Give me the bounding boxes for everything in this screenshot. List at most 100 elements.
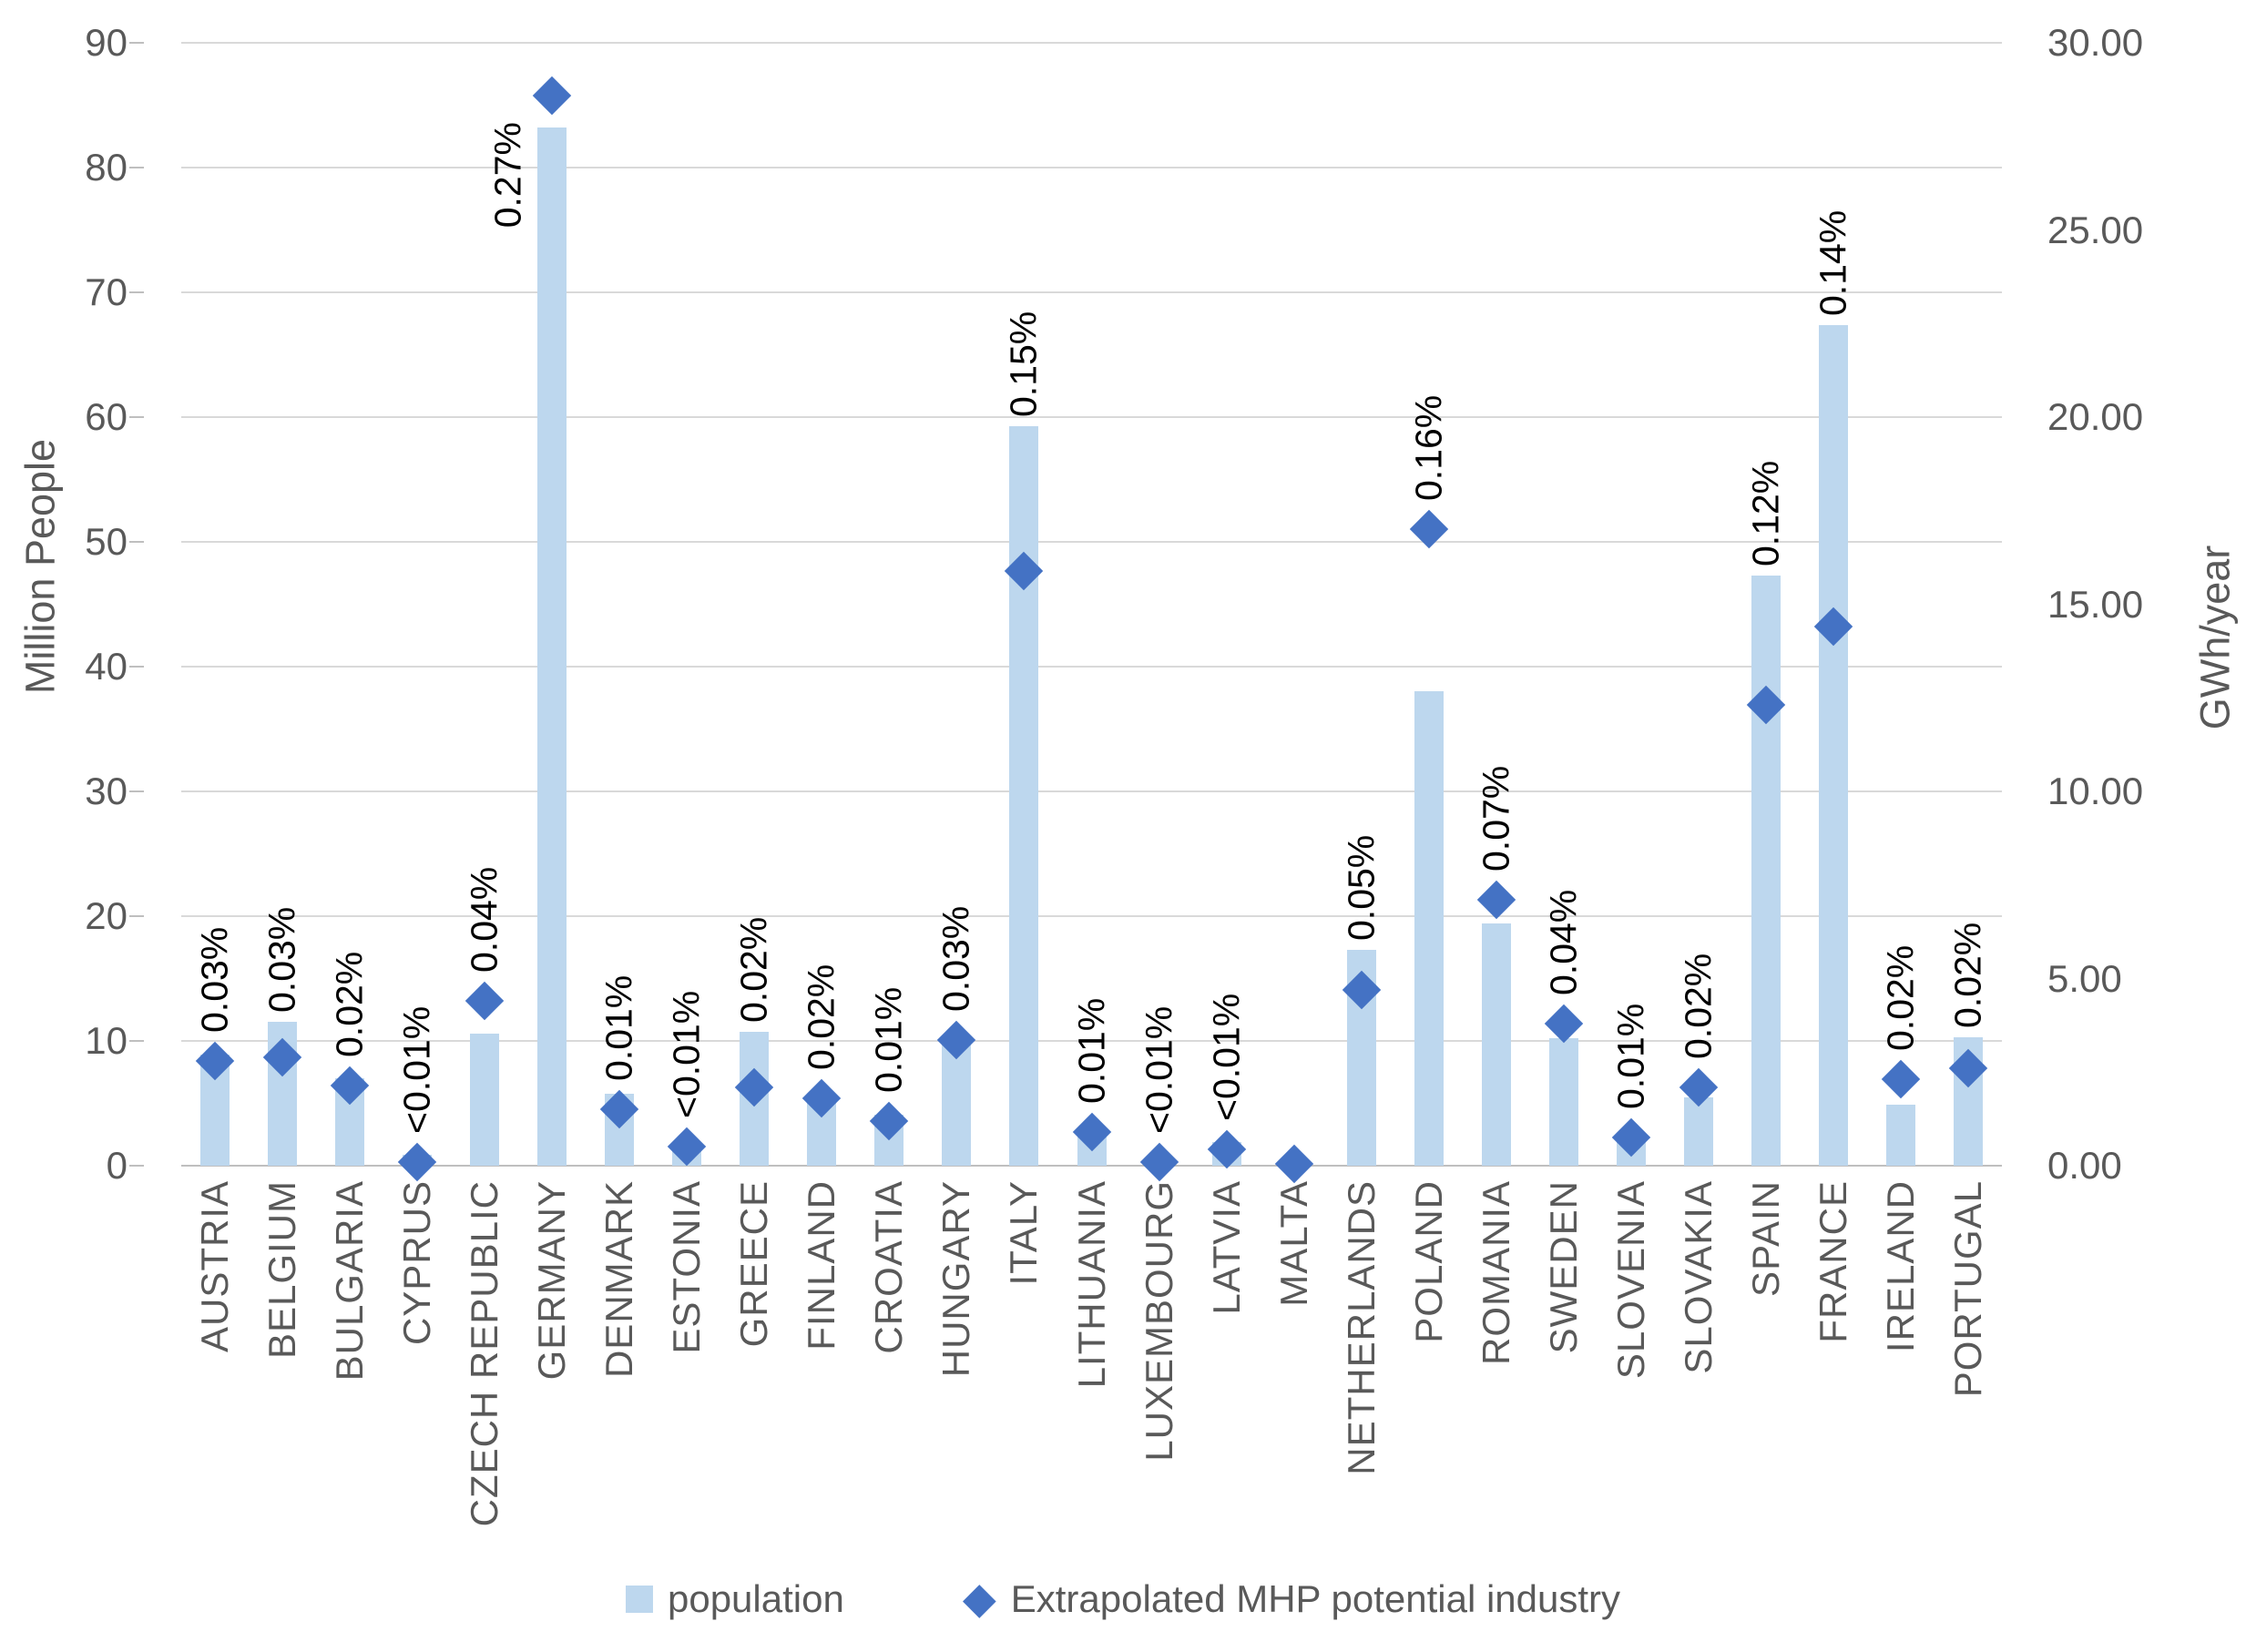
- category-label: SLOVAKIA: [1676, 1180, 1720, 1374]
- left-axis-tick-label: 40: [85, 645, 128, 688]
- right-axis-tick-label: 0.00: [2047, 1144, 2122, 1187]
- data-label: 0.03%: [934, 906, 977, 1013]
- right-axis-title: GWh/year: [2191, 545, 2239, 730]
- population-bar: [942, 1043, 972, 1166]
- right-axis-tick-label: 5.00: [2047, 956, 2122, 1000]
- data-label: 0.03%: [193, 926, 236, 1033]
- left-axis-tick: [129, 790, 144, 792]
- gridline-70: [181, 291, 2002, 293]
- left-axis-tick-label: 50: [85, 520, 128, 563]
- left-axis-tick: [129, 42, 144, 44]
- left-axis-tick-label: 70: [85, 270, 128, 313]
- left-axis-tick-label: 10: [85, 1019, 128, 1062]
- data-label: 0.01%: [597, 975, 640, 1082]
- left-axis-tick-label: 0: [106, 1144, 128, 1187]
- data-label: 0.02%: [328, 951, 371, 1057]
- category-label: DENMARK: [597, 1180, 641, 1379]
- data-label: 0.12%: [1744, 460, 1787, 566]
- mhp-diamond-marker: [1409, 510, 1448, 549]
- category-label: AUSTRIA: [193, 1180, 237, 1353]
- gridline-60: [181, 416, 2002, 418]
- category-label: FINLAND: [800, 1180, 843, 1351]
- category-label: CROATIA: [867, 1180, 911, 1354]
- mhp-diamond-marker: [1476, 880, 1516, 920]
- legend-label-population: population: [667, 1577, 844, 1620]
- data-label: 0.01%: [1609, 1003, 1652, 1110]
- legend: population ◆ Extrapolated MHP potential …: [625, 1577, 1620, 1621]
- category-label: HUNGARY: [934, 1180, 978, 1378]
- category-label: MALTA: [1271, 1180, 1315, 1307]
- population-bar: [1751, 575, 1781, 1166]
- data-label: 0.02%: [1677, 953, 1720, 1059]
- left-axis-tick: [129, 416, 144, 418]
- mhp-diamond-marker: [1881, 1060, 1921, 1099]
- left-axis-tick: [129, 915, 144, 917]
- category-label: SPAIN: [1743, 1180, 1787, 1297]
- category-label: GERMANY: [530, 1180, 574, 1381]
- category-label: CZECH REPUBLIC: [463, 1180, 506, 1527]
- category-label: CYPRUS: [395, 1180, 439, 1346]
- left-axis-tick: [129, 666, 144, 668]
- mhp-diamond-marker: [532, 76, 572, 115]
- right-axis-tick-label: 10.00: [2047, 770, 2144, 812]
- category-label: ROMANIA: [1474, 1180, 1517, 1366]
- left-axis-tick-label: 80: [85, 146, 128, 189]
- mhp-diamond-marker: [465, 981, 505, 1021]
- data-label: <0.01%: [395, 1005, 438, 1134]
- category-label: FRANCE: [1811, 1180, 1854, 1343]
- right-axis-tick-label: 30.00: [2047, 21, 2144, 64]
- data-label: 0.02%: [1879, 945, 1922, 1052]
- data-label: 0.02%: [800, 964, 842, 1071]
- category-label: SLOVENIA: [1608, 1180, 1652, 1380]
- data-label: <0.01%: [1205, 993, 1248, 1121]
- data-label: 0.15%: [1002, 311, 1045, 417]
- left-axis-tick-label: 60: [85, 395, 128, 438]
- population-bar: [1885, 1104, 1915, 1166]
- population-bar: [1683, 1096, 1713, 1166]
- gridline-40: [181, 666, 2002, 668]
- population-swatch-icon: [625, 1586, 653, 1613]
- mhp-diamond-marker: [1274, 1144, 1313, 1184]
- legend-label-mhp-potential: Extrapolated MHP potential industry: [1010, 1577, 1621, 1620]
- category-label: LITHUANIA: [1069, 1180, 1113, 1389]
- data-label: 0.16%: [1407, 395, 1450, 502]
- right-axis-tick-label: 15.00: [2047, 582, 2144, 626]
- category-label: POLAND: [1406, 1180, 1450, 1343]
- data-label: 0.01%: [1070, 997, 1112, 1104]
- right-axis-tick-label: 20.00: [2047, 395, 2144, 438]
- right-axis-tick-label: 25.00: [2047, 208, 2144, 251]
- category-label: LUXEMBOURG: [1137, 1180, 1180, 1462]
- population-bar: [1548, 1037, 1578, 1166]
- left-axis-tick: [129, 1165, 144, 1167]
- category-label: LATVIA: [1204, 1180, 1248, 1315]
- gridline-0: [181, 1165, 2002, 1167]
- category-label: ITALY: [1002, 1180, 1046, 1286]
- left-axis-tick: [129, 541, 144, 543]
- population-bar: [537, 127, 567, 1166]
- category-label: PORTUGAL: [1945, 1180, 1989, 1398]
- population-bar: [1414, 691, 1444, 1166]
- population-bar: [470, 1033, 500, 1166]
- data-label: 0.14%: [1812, 209, 1854, 316]
- gridline-90: [181, 42, 2002, 44]
- data-label: <0.01%: [1138, 1005, 1180, 1134]
- left-axis-tick: [129, 167, 144, 168]
- legend-item-population: population: [625, 1577, 844, 1621]
- mhp-diamond-marker: [397, 1142, 437, 1182]
- data-label: 0.02%: [1946, 922, 1989, 1028]
- mhp-diamond-marker: [1139, 1142, 1179, 1182]
- gridline-50: [181, 541, 2002, 543]
- data-label: 0.04%: [1542, 889, 1585, 995]
- left-axis-tick-label: 30: [85, 770, 128, 812]
- category-label: BULGARIA: [328, 1180, 372, 1382]
- category-label: GREECE: [732, 1180, 776, 1348]
- gridline-80: [181, 167, 2002, 168]
- left-axis-tick-label: 20: [85, 894, 128, 937]
- population-bar: [1009, 425, 1039, 1166]
- gridline-10: [181, 1040, 2002, 1042]
- left-axis-tick: [129, 1040, 144, 1042]
- data-label: 0.01%: [867, 986, 910, 1093]
- legend-item-mhp-potential: ◆ Extrapolated MHP potential industry: [963, 1577, 1620, 1621]
- population-bar: [1818, 324, 1848, 1166]
